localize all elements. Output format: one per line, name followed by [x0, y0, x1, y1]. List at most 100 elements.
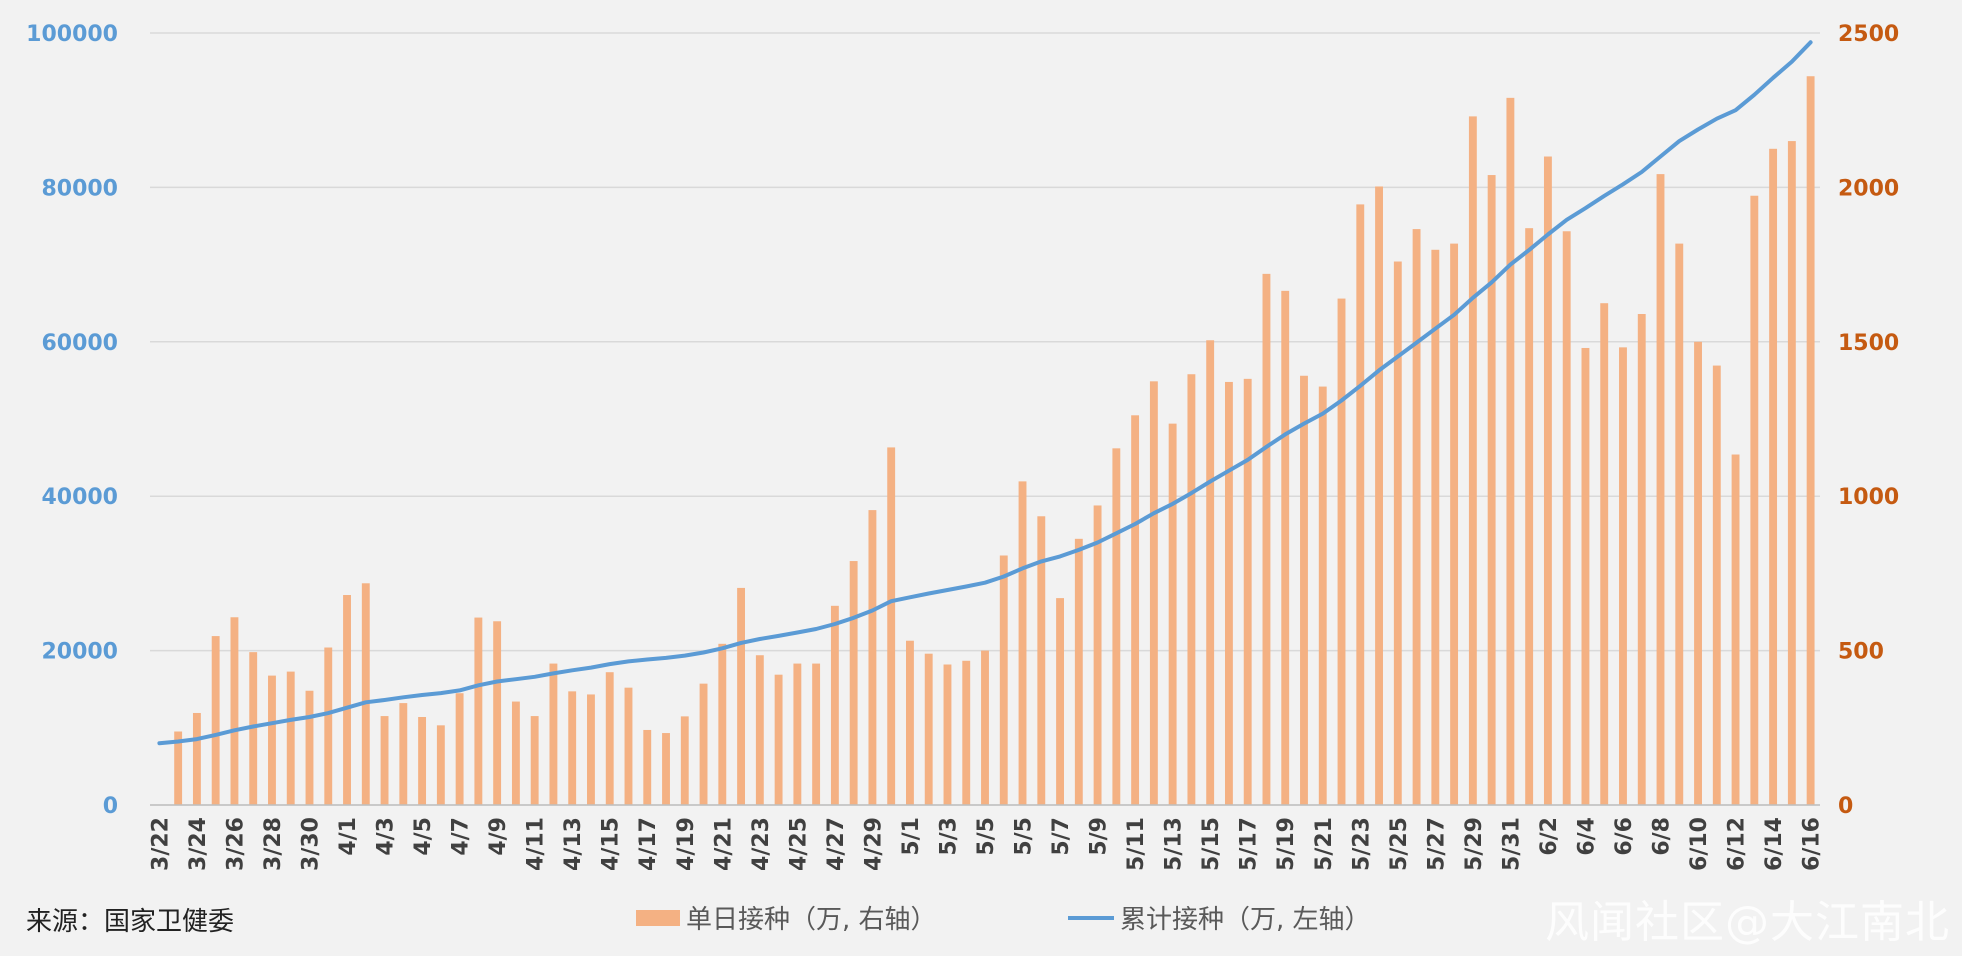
bar-daily-73 — [1525, 228, 1534, 805]
x-tick-label: 4/11 — [524, 817, 549, 871]
y-left-tick-label: 20000 — [41, 640, 118, 665]
legend-line-swatch — [1068, 915, 1114, 920]
x-tick-label: 4/15 — [599, 817, 624, 871]
bar-daily-39 — [887, 447, 896, 805]
line-cumulative — [157, 40, 1813, 746]
bar-daily-56 — [1206, 340, 1215, 805]
bar-daily-15 — [436, 725, 445, 805]
bar-daily-43 — [962, 660, 971, 805]
bar-daily-71 — [1487, 175, 1496, 806]
legend-bar-label: 单日接种（万, 右轴） — [686, 905, 937, 935]
x-tick-label: 3/24 — [186, 817, 211, 871]
x-tick-label: 4/25 — [786, 817, 811, 871]
bar-daily-60 — [1281, 290, 1290, 805]
bar-daily-46 — [1018, 481, 1027, 805]
bar-daily-6 — [268, 675, 276, 805]
bar-daily-44 — [981, 650, 989, 805]
x-tick-label: 6/12 — [1725, 817, 1750, 871]
y-left-tick-label: 40000 — [41, 485, 118, 510]
x-tick-label: 5/15 — [1199, 817, 1224, 871]
x-tick-label: 5/25 — [1387, 817, 1412, 871]
bar-daily-24 — [605, 672, 614, 805]
y-right-tick-label: 1000 — [1838, 485, 1899, 510]
bar-daily-69 — [1450, 243, 1459, 806]
bar-daily-7 — [286, 671, 295, 805]
bar-daily-80 — [1656, 174, 1665, 806]
x-tick-label: 6/4 — [1574, 817, 1599, 856]
x-tick-label: 6/14 — [1762, 817, 1787, 871]
y-right-tick-label: 0 — [1838, 794, 1853, 819]
legend-line-label: 累计接种（万, 左轴） — [1120, 905, 1371, 935]
bar-daily-4 — [230, 617, 239, 805]
x-tick-label: 5/17 — [1237, 817, 1262, 871]
bar-daily-16 — [455, 693, 464, 805]
bar-daily-23 — [587, 694, 595, 805]
line-series — [157, 40, 1813, 746]
bar-daily-78 — [1619, 347, 1627, 805]
bar-daily-86 — [1769, 148, 1778, 806]
bar-daily-51 — [1112, 448, 1121, 805]
x-tick-label: 6/2 — [1537, 817, 1562, 856]
x-tick-label: 4/1 — [336, 817, 361, 856]
bar-daily-62 — [1318, 386, 1327, 805]
bar-daily-11 — [361, 583, 370, 805]
x-tick-label: 5/13 — [1162, 817, 1187, 871]
bar-daily-66 — [1393, 261, 1402, 806]
bar-daily-76 — [1581, 347, 1590, 805]
bar-daily-58 — [1243, 378, 1252, 805]
x-tick-label: 4/29 — [861, 817, 886, 871]
bar-daily-72 — [1506, 97, 1515, 805]
x-tick-label: 6/8 — [1650, 817, 1675, 856]
bar-daily-77 — [1600, 303, 1609, 805]
bar-daily-10 — [343, 595, 351, 805]
bar-daily-81 — [1675, 243, 1684, 806]
bar-daily-37 — [849, 561, 858, 805]
bar-daily-85 — [1750, 195, 1759, 805]
x-tick-label: 5/5 — [1012, 817, 1037, 856]
bar-daily-22 — [568, 691, 577, 805]
bar-daily-33 — [774, 674, 783, 805]
y-left-tick-label: 100000 — [26, 22, 118, 47]
bar-daily-65 — [1375, 186, 1383, 805]
bar-daily-68 — [1431, 249, 1440, 806]
y-right-tick-label: 500 — [1838, 640, 1884, 665]
bar-daily-40 — [906, 640, 914, 805]
bar-daily-14 — [418, 716, 427, 805]
x-tick-label: 4/5 — [411, 817, 436, 856]
bar-daily-42 — [943, 664, 952, 805]
x-tick-label: 5/21 — [1312, 817, 1337, 871]
y-right-tick-label: 2000 — [1838, 176, 1899, 201]
y-left-tick-label: 60000 — [41, 331, 118, 356]
x-tick-label: 5/1 — [899, 817, 924, 856]
bar-daily-27 — [662, 733, 670, 805]
x-tick-label: 5/5 — [974, 817, 999, 856]
bar-daily-17 — [474, 617, 483, 805]
bar-daily-59 — [1262, 273, 1271, 805]
bar-daily-34 — [793, 663, 802, 805]
bar-daily-8 — [305, 690, 314, 805]
x-tick-label: 6/16 — [1800, 817, 1825, 871]
x-tick-label: 5/19 — [1274, 817, 1299, 871]
x-tick-label: 4/27 — [824, 817, 849, 871]
y-right-tick-label: 2500 — [1838, 22, 1899, 47]
legend-bar-swatch — [636, 909, 680, 926]
bar-daily-53 — [1149, 381, 1158, 805]
bar-daily-30 — [718, 643, 727, 805]
x-tick-label: 5/11 — [1124, 817, 1149, 871]
bar-daily-50 — [1093, 505, 1102, 805]
bar-daily-48 — [1056, 598, 1064, 805]
legend-line: 累计接种（万, 左轴） — [1068, 899, 1371, 936]
watermark: 风闻社区@大江南北 — [1545, 897, 1950, 948]
bar-daily-63 — [1337, 298, 1346, 805]
x-tick-label: 3/22 — [148, 817, 173, 871]
bar-daily-64 — [1356, 204, 1365, 805]
bar-daily-13 — [399, 703, 408, 805]
x-tick-label: 4/7 — [449, 817, 474, 856]
bar-daily-28 — [680, 716, 689, 805]
y-left-tick-label: 0 — [103, 794, 118, 819]
x-tick-label: 4/3 — [374, 817, 399, 856]
bar-daily-38 — [868, 510, 877, 805]
axes: 0 20000 40000 60000 80000 100000 0 500 1000 1500 2… — [26, 22, 1899, 871]
